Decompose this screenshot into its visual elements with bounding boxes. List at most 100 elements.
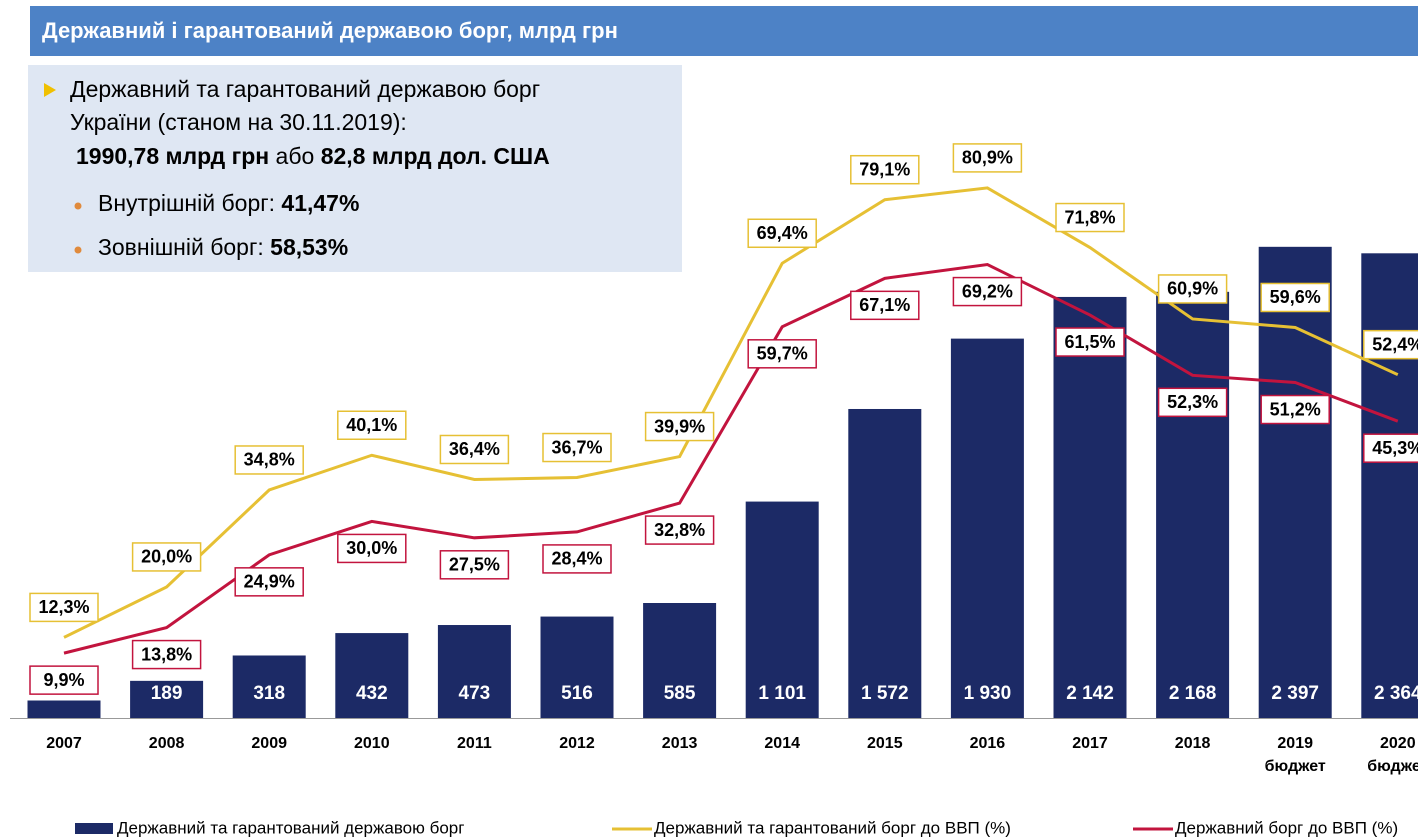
data-label: 51,2% (1270, 399, 1321, 419)
label-box (850, 290, 920, 321)
label-box (439, 550, 510, 580)
label-box (542, 432, 612, 463)
bar (335, 633, 409, 718)
x-tick-label: 2008 (149, 735, 185, 752)
data-label: 36,7% (551, 437, 602, 457)
line-label: 27,5% (439, 550, 510, 580)
x-tick-label: 2017 (1072, 735, 1108, 752)
label-box (439, 434, 510, 465)
data-label: 40,1% (346, 415, 397, 435)
x-tick-label: 2015 (867, 735, 903, 752)
x-tick-label: 2018 (1175, 735, 1211, 752)
line-label: 13,8% (131, 639, 202, 670)
x-tick-label: 2020бюджет (1367, 735, 1418, 775)
bullet (74, 246, 82, 254)
bar-label: 516 (561, 683, 593, 704)
label-box (1363, 329, 1418, 360)
line-label: 80,9% (952, 143, 1023, 173)
amount-usd: 82,8 млрд дол. США (321, 143, 550, 169)
data-label: 9,9% (43, 670, 84, 690)
bar-label: 2 364 (1374, 683, 1418, 704)
data-label: 79,1% (859, 159, 910, 179)
label-box (952, 143, 1023, 173)
data-label: 13,8% (141, 644, 192, 664)
line-label: 51,2% (1260, 394, 1330, 425)
data-label: 24,9% (244, 572, 295, 592)
x-tick-label: 2010 (354, 735, 390, 752)
bar-label: 1 101 (758, 683, 806, 704)
bar-label: 318 (253, 683, 285, 704)
line-label: 69,2% (952, 276, 1023, 307)
data-label: 69,4% (757, 223, 808, 243)
x-tick-label: 2012 (559, 735, 595, 752)
data-label: 45,3% (1372, 438, 1418, 458)
bar (232, 655, 306, 718)
label-box (29, 665, 99, 695)
info-arrow (44, 83, 56, 97)
bar (745, 501, 819, 718)
label-box (29, 592, 99, 623)
label-box (337, 410, 407, 440)
label-box (542, 544, 612, 574)
bar-label: 473 (459, 683, 491, 704)
info-item: Зовнішній борг: 58,53% (98, 234, 348, 260)
x-tick-label: 2019 бюджет (1265, 735, 1326, 775)
line-label: 69,4% (747, 218, 817, 249)
amount-or: або (276, 143, 315, 169)
x-tick-label: 2009 (251, 735, 287, 752)
line (63, 263, 1399, 655)
label-box (1055, 202, 1125, 233)
x-tick-label: 2007 (46, 735, 82, 752)
bar (950, 338, 1024, 718)
line-label: 45,3% (1363, 433, 1418, 463)
bar-label: 1 930 (964, 683, 1012, 704)
label-box (234, 567, 304, 597)
item-label: Внутрішній борг: (98, 190, 275, 216)
data-label: 52,3% (1167, 392, 1218, 412)
data-label: 60,9% (1167, 279, 1218, 299)
item-value: 58,53% (270, 234, 348, 260)
line-label: 52,4% (1363, 329, 1418, 360)
line-label: 34,8% (234, 445, 304, 475)
legend-label: Державний та гарантований державою борг (117, 818, 464, 837)
label-box (1363, 433, 1418, 463)
bar (130, 680, 204, 718)
label-box (337, 533, 407, 564)
line-label: 79,1% (850, 154, 920, 185)
bar-label: 432 (356, 683, 388, 704)
bar (1156, 291, 1230, 718)
line-label: 30,0% (337, 533, 407, 564)
bullet (74, 202, 82, 210)
data-label: 67,1% (859, 295, 910, 315)
label-box (131, 639, 202, 670)
bar (643, 603, 717, 718)
line-label: 32,8% (644, 515, 715, 545)
line-label: 20,0% (131, 542, 202, 572)
data-label: 30,0% (346, 538, 397, 558)
plot: 2007 2008 2009 2010 2011 2012 2013 2014 2015 2016… (10, 143, 1418, 837)
bar-label: 1 572 (861, 683, 909, 704)
line-label: 59,7% (747, 339, 817, 369)
info-line: України (станом на 30.11.2019): (70, 109, 407, 135)
data-label: 12,3% (38, 597, 89, 617)
line-label: 36,4% (439, 434, 510, 465)
legend-label: Державний та гарантований борг до ВВП (%… (654, 818, 1011, 837)
label-box (1055, 327, 1125, 357)
line-label: 28,4% (542, 544, 612, 574)
line-label: 36,7% (542, 432, 612, 463)
legend-swatch (75, 823, 113, 834)
data-label: 59,7% (757, 344, 808, 364)
bar (848, 408, 922, 718)
line-label: 12,3% (29, 592, 99, 623)
item-value: 41,47% (281, 190, 359, 216)
line-label: 9,9% (29, 665, 99, 695)
data-label: 28,4% (551, 549, 602, 569)
bar (540, 616, 614, 718)
data-label: 52,4% (1372, 334, 1418, 354)
bar (27, 700, 101, 718)
x-tick-label: 2011 (457, 735, 492, 752)
label-box (1260, 282, 1330, 313)
item-label: Зовнішній борг: (98, 234, 264, 260)
label-box (644, 515, 715, 545)
